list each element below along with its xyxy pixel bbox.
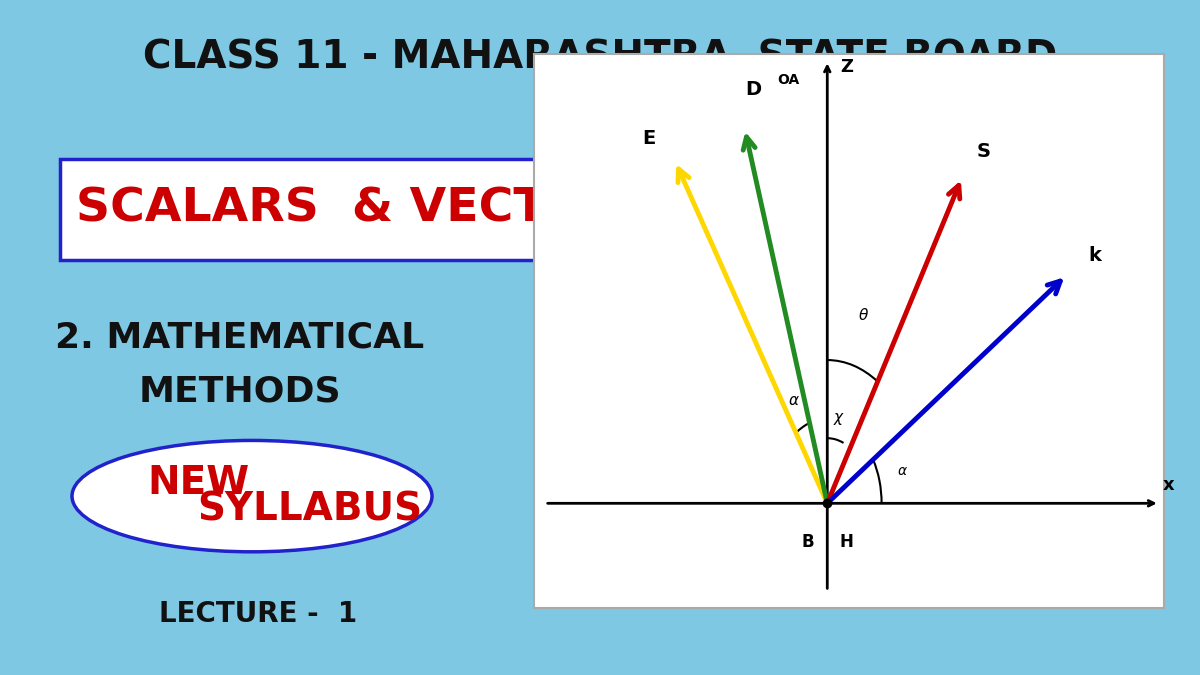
Text: SYLLABUS: SYLLABUS xyxy=(197,491,422,529)
Text: α: α xyxy=(788,394,799,408)
Text: NEW: NEW xyxy=(146,464,250,502)
Text: B: B xyxy=(802,533,814,551)
Text: H: H xyxy=(840,533,853,551)
Text: 2. MATHEMATICAL: 2. MATHEMATICAL xyxy=(55,321,425,354)
Text: LECTURE -  1: LECTURE - 1 xyxy=(158,600,358,628)
Text: α: α xyxy=(898,464,907,477)
Ellipse shape xyxy=(72,441,432,552)
Text: CLASS 11 - MAHARASHTRA  STATE BOARD: CLASS 11 - MAHARASHTRA STATE BOARD xyxy=(143,38,1057,76)
Text: OA: OA xyxy=(776,73,799,87)
Text: Z: Z xyxy=(840,58,853,76)
Text: METHODS: METHODS xyxy=(139,375,341,408)
Text: k: k xyxy=(1088,246,1100,265)
Text: θ: θ xyxy=(858,308,868,323)
Text: E: E xyxy=(642,129,655,148)
Text: SCALARS  & VECTORS: SCALARS & VECTORS xyxy=(76,187,656,232)
Text: D: D xyxy=(745,80,762,99)
FancyBboxPatch shape xyxy=(834,159,1044,260)
Text: x: x xyxy=(1163,476,1174,493)
Text: S: S xyxy=(977,142,991,161)
Text: χ: χ xyxy=(834,410,842,425)
Text: 2020: 2020 xyxy=(874,187,1004,232)
FancyBboxPatch shape xyxy=(60,159,672,260)
